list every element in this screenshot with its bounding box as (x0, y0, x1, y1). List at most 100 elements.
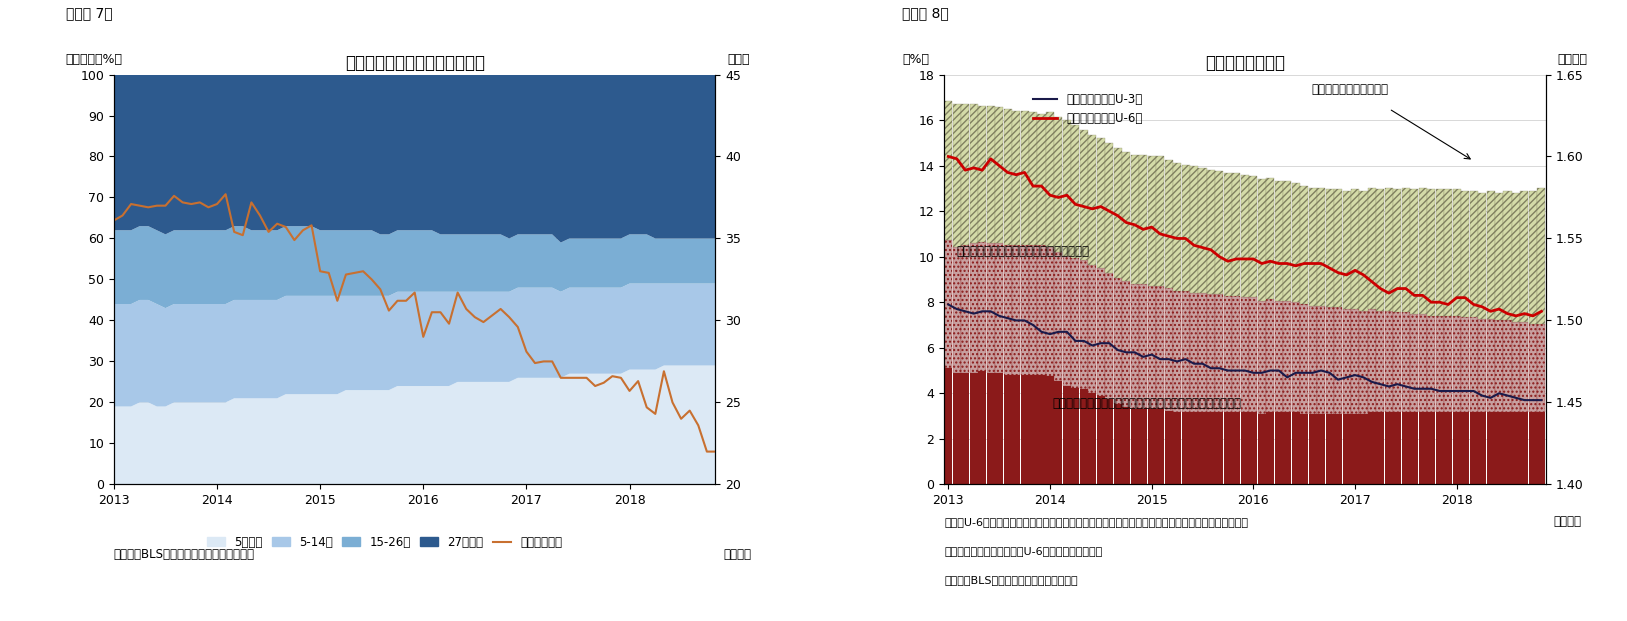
Legend: 通常の失業率（U-3）, 広義の失業率（U-6）: 通常の失業率（U-3）, 広義の失業率（U-6） (1028, 89, 1147, 130)
Bar (1274, 412, 1282, 484)
Bar (1368, 188, 1376, 309)
Bar (1300, 186, 1308, 304)
Bar (1529, 324, 1538, 412)
Bar (978, 106, 986, 242)
Bar (1147, 409, 1155, 484)
Bar (1334, 414, 1342, 484)
Bar (1368, 309, 1376, 412)
Bar (1062, 120, 1071, 256)
Bar (1511, 412, 1520, 484)
Text: （%）: （%） (901, 53, 929, 66)
Bar (1038, 245, 1046, 374)
Bar (978, 371, 986, 484)
Bar (1461, 317, 1469, 412)
Bar (1224, 296, 1232, 412)
Bar (1453, 412, 1461, 484)
Bar (1529, 412, 1538, 484)
Bar (1088, 265, 1097, 392)
Text: （注）U-6＝（失業者＋周辺労働力＋経済的理由によるパートタイマー）／（労働力＋周辺労働力）: （注）U-6＝（失業者＋周辺労働力＋経済的理由によるパートタイマー）／（労働力＋… (944, 517, 1248, 527)
Bar (1342, 414, 1350, 484)
Bar (1487, 191, 1495, 319)
Bar (1088, 135, 1097, 265)
Bar (996, 107, 1004, 243)
Bar (944, 240, 952, 368)
Bar (1326, 307, 1334, 414)
Bar (1350, 414, 1359, 484)
Bar (962, 245, 970, 373)
Bar (1385, 412, 1393, 484)
Bar (1445, 315, 1453, 412)
Bar (1334, 189, 1342, 307)
Bar (1020, 245, 1028, 374)
Bar (1131, 409, 1139, 484)
Bar (1097, 396, 1105, 484)
Bar (1241, 297, 1250, 412)
Bar (996, 373, 1004, 484)
Bar (978, 242, 986, 371)
Bar (1453, 315, 1461, 412)
Bar (1062, 386, 1071, 484)
Bar (1207, 170, 1215, 294)
Bar (1139, 409, 1147, 484)
Bar (1477, 193, 1485, 319)
Bar (1393, 189, 1401, 312)
Bar (1529, 191, 1538, 324)
Bar (1199, 412, 1207, 484)
Bar (1318, 188, 1324, 306)
Bar (1097, 138, 1105, 268)
Bar (1028, 112, 1036, 245)
Bar (944, 368, 952, 484)
Bar (1503, 191, 1511, 320)
Bar (1199, 292, 1207, 412)
Bar (1461, 191, 1469, 317)
Bar (1028, 245, 1036, 374)
Bar (1402, 188, 1411, 312)
Text: （月次）: （月次） (724, 548, 752, 561)
Bar (1114, 148, 1121, 278)
Bar (1020, 374, 1028, 484)
Bar (1215, 171, 1224, 294)
Bar (1165, 288, 1173, 410)
Bar (1419, 188, 1427, 314)
Bar (1435, 315, 1443, 412)
Bar (1376, 412, 1385, 484)
Bar (1105, 273, 1113, 399)
Bar (996, 243, 1004, 373)
Bar (1402, 412, 1411, 484)
Bar (1419, 412, 1427, 484)
Bar (1232, 296, 1240, 412)
Bar (970, 243, 978, 373)
Bar (1046, 112, 1054, 247)
Text: （週）: （週） (727, 53, 750, 66)
Bar (1062, 256, 1071, 386)
Bar (1046, 247, 1054, 376)
Bar (1080, 389, 1088, 484)
Text: （月次）: （月次） (1554, 515, 1581, 528)
Bar (1224, 412, 1232, 484)
Bar (1139, 284, 1147, 409)
Bar (970, 373, 978, 484)
Bar (1232, 412, 1240, 484)
Bar (1503, 412, 1511, 484)
Bar (1334, 307, 1342, 414)
Bar (1215, 294, 1224, 412)
Bar (1080, 260, 1088, 389)
Bar (1393, 412, 1401, 484)
Bar (1538, 324, 1546, 412)
Bar (1189, 292, 1197, 412)
Bar (1054, 252, 1062, 381)
Bar (1469, 191, 1477, 317)
Bar (1157, 156, 1165, 286)
Bar (1360, 191, 1368, 310)
Bar (1495, 193, 1503, 320)
Bar (970, 104, 978, 243)
Text: （資料）BLSよりニッセイ基礎研究所作成: （資料）BLSよりニッセイ基礎研究所作成 (944, 575, 1077, 585)
Bar (1308, 306, 1316, 414)
Bar (1157, 409, 1165, 484)
Bar (1250, 297, 1258, 412)
Bar (1173, 291, 1181, 412)
Bar (1453, 189, 1461, 315)
Bar (1215, 412, 1224, 484)
Bar (1427, 315, 1435, 412)
Bar (1402, 312, 1411, 412)
